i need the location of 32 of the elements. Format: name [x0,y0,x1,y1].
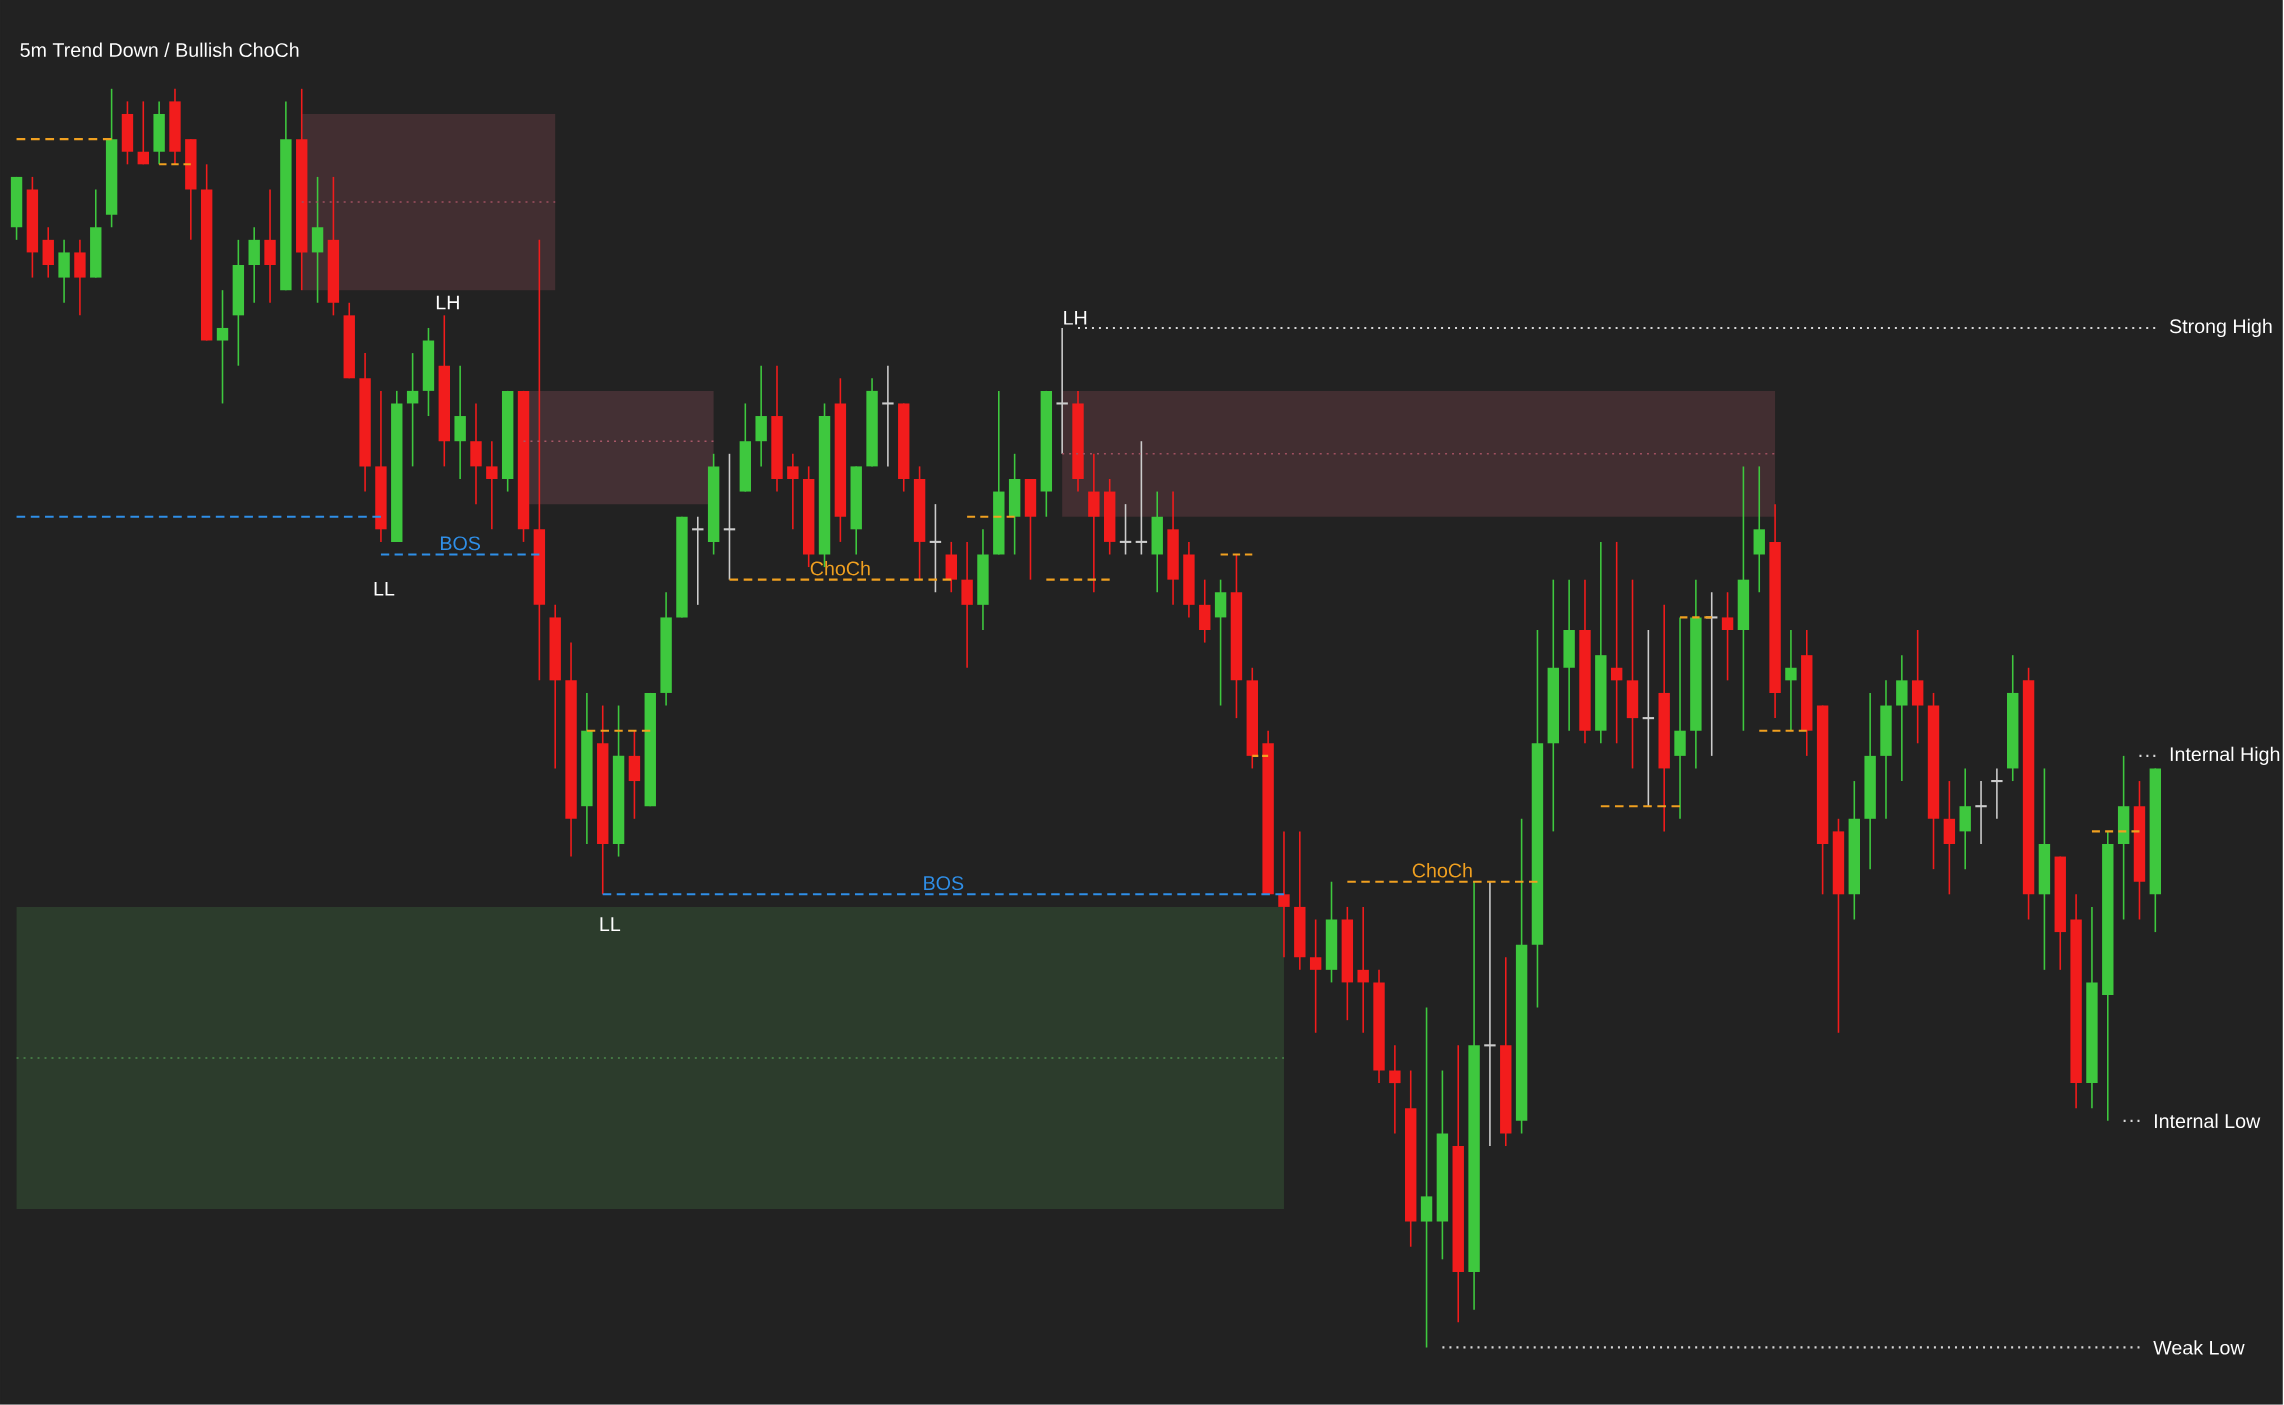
series-label: Internal High [2170,746,2280,766]
candlestick [1357,906,1369,1034]
series-label: ChoCh [1412,863,1472,878]
candlestick [1990,767,2004,820]
candlestick [406,352,419,468]
candlestick [137,100,149,166]
series-label: BOS [924,876,964,891]
series-label: Internal Low [2155,1113,2261,1129]
candlestick [787,453,799,531]
annotation: LH [436,295,459,310]
series-label: BOS [440,536,481,551]
series-label: Strong High [2169,318,2272,338]
candlestick [1420,1006,1433,1349]
annotation: LL [374,582,395,596]
candlestick [1974,780,1988,845]
candlestick [1483,881,1497,1147]
annotation: LH [1064,311,1087,325]
candlestick [216,289,229,405]
annotation: LL [600,917,621,931]
candlestick [1785,629,1797,732]
candlestick [1610,541,1623,745]
candlestick [1309,918,1322,1034]
candlestick [1721,591,1734,682]
candlestick [1389,1044,1401,1135]
candlestick [1278,830,1290,959]
candlestick [486,440,498,531]
candlestick [691,516,705,606]
chart-title: 5m Trend Down / Bullish ChoCh [20,42,299,58]
candlestick [881,365,895,468]
series-label: ChoCh [810,561,870,576]
series-label: Weak Low [2153,1340,2245,1355]
candlestick [1055,327,1069,455]
